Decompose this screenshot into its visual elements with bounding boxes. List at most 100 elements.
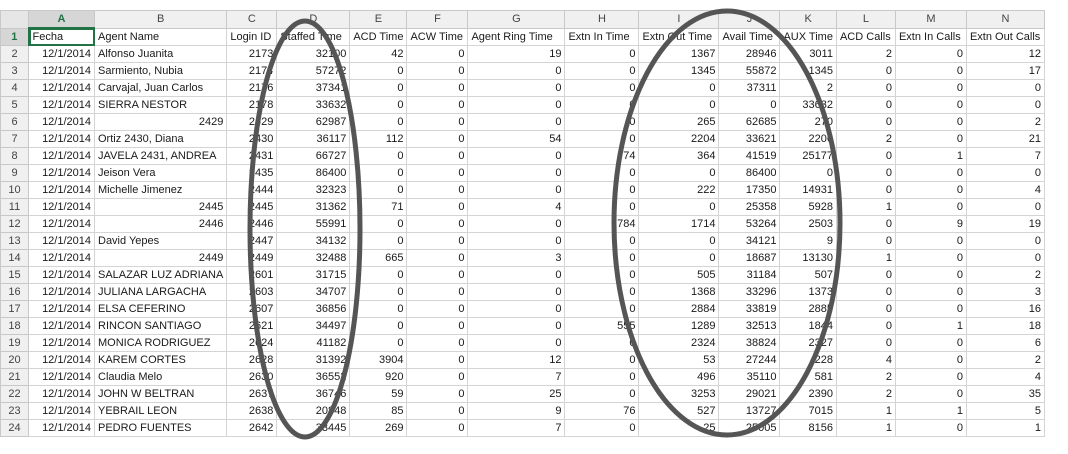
data-cell[interactable]: 0 <box>564 249 640 267</box>
data-cell[interactable]: 0 <box>564 62 640 80</box>
data-cell[interactable]: 2621 <box>226 317 278 335</box>
row-header[interactable]: 8 <box>0 147 29 165</box>
data-cell[interactable]: 12/1/2014 <box>28 45 95 63</box>
data-cell[interactable]: 12/1/2014 <box>28 334 95 352</box>
data-cell[interactable]: 66727 <box>276 147 351 165</box>
data-cell[interactable]: 0 <box>638 79 720 97</box>
data-cell[interactable]: 2445 <box>93 198 228 216</box>
header-cell[interactable]: Agent Name <box>93 27 228 46</box>
data-cell[interactable]: 0 <box>894 385 967 403</box>
data-cell[interactable]: 0 <box>835 232 896 250</box>
column-header-k[interactable]: K <box>779 10 837 29</box>
data-cell[interactable]: 7 <box>965 147 1045 165</box>
data-cell[interactable]: 0 <box>406 215 469 233</box>
data-cell[interactable]: 0 <box>467 181 566 199</box>
data-cell[interactable]: 12/1/2014 <box>28 215 95 233</box>
column-header-n[interactable]: N <box>965 10 1045 29</box>
data-cell[interactable]: 34497 <box>276 317 351 335</box>
data-cell[interactable]: 2630 <box>226 368 278 386</box>
data-cell[interactable]: 53264 <box>718 215 781 233</box>
data-cell[interactable]: 12/1/2014 <box>28 198 95 216</box>
row-header[interactable]: 24 <box>0 419 29 437</box>
header-cell[interactable]: Extn Out Calls <box>965 27 1045 46</box>
header-cell[interactable]: ACW Time <box>406 27 469 46</box>
data-cell[interactable]: 0 <box>349 334 408 352</box>
data-cell[interactable]: 0 <box>564 368 640 386</box>
data-cell[interactable]: JAVELA 2431, ANDREA <box>93 147 228 165</box>
data-cell[interactable]: 6 <box>965 334 1045 352</box>
data-cell[interactable]: 0 <box>349 300 408 318</box>
data-cell[interactable]: 0 <box>564 113 640 131</box>
data-cell[interactable]: 4 <box>835 351 896 369</box>
data-cell[interactable]: 0 <box>835 113 896 131</box>
data-cell[interactable]: 2444 <box>226 181 278 199</box>
data-cell[interactable]: 2 <box>835 130 896 148</box>
data-cell[interactable]: 12/1/2014 <box>28 402 95 420</box>
data-cell[interactable]: Michelle Jimenez <box>93 181 228 199</box>
data-cell[interactable]: 0 <box>467 79 566 97</box>
data-cell[interactable]: 3253 <box>638 385 720 403</box>
data-cell[interactable]: 62987 <box>276 113 351 131</box>
data-cell[interactable]: 0 <box>406 300 469 318</box>
data-cell[interactable]: 42 <box>349 45 408 63</box>
data-cell[interactable]: 1 <box>835 419 896 437</box>
data-cell[interactable]: 0 <box>467 300 566 318</box>
data-cell[interactable]: 35 <box>965 385 1045 403</box>
data-cell[interactable]: 0 <box>406 147 469 165</box>
data-cell[interactable]: 57272 <box>276 62 351 80</box>
data-cell[interactable]: 0 <box>467 96 566 114</box>
data-cell[interactable]: 2603 <box>226 283 278 301</box>
data-cell[interactable]: 0 <box>406 249 469 267</box>
column-header-e[interactable]: E <box>349 10 408 29</box>
data-cell[interactable]: 0 <box>564 130 640 148</box>
data-cell[interactable]: 0 <box>564 198 640 216</box>
data-cell[interactable]: 270 <box>779 113 837 131</box>
row-header[interactable]: 21 <box>0 368 29 386</box>
data-cell[interactable]: JULIANA LARGACHA <box>93 283 228 301</box>
data-cell[interactable]: 2446 <box>93 215 228 233</box>
data-cell[interactable]: 0 <box>835 147 896 165</box>
data-cell[interactable]: 0 <box>894 96 967 114</box>
data-cell[interactable]: 18687 <box>718 249 781 267</box>
row-header[interactable]: 3 <box>0 62 29 80</box>
data-cell[interactable]: 59 <box>349 385 408 403</box>
data-cell[interactable]: 25177 <box>779 147 837 165</box>
data-cell[interactable]: 2885 <box>779 300 837 318</box>
data-cell[interactable]: 2503 <box>779 215 837 233</box>
header-cell[interactable]: ACD Calls <box>835 27 896 46</box>
data-cell[interactable]: 1844 <box>779 317 837 335</box>
data-cell[interactable]: SIERRA NESTOR <box>93 96 228 114</box>
data-cell[interactable]: 5928 <box>779 198 837 216</box>
data-cell[interactable]: 1368 <box>638 283 720 301</box>
data-cell[interactable]: 920 <box>349 368 408 386</box>
data-cell[interactable]: 0 <box>638 198 720 216</box>
row-header[interactable]: 13 <box>0 232 29 250</box>
data-cell[interactable]: 0 <box>467 113 566 131</box>
data-cell[interactable]: Claudia Melo <box>93 368 228 386</box>
data-cell[interactable]: 36552 <box>276 368 351 386</box>
data-cell[interactable]: 0 <box>894 130 967 148</box>
data-cell[interactable]: 784 <box>564 215 640 233</box>
data-cell[interactable]: 0 <box>406 266 469 284</box>
column-header-m[interactable]: M <box>894 10 967 29</box>
row-header[interactable]: 6 <box>0 113 29 131</box>
data-cell[interactable]: 0 <box>894 300 967 318</box>
data-cell[interactable]: 0 <box>349 96 408 114</box>
data-cell[interactable]: 37341 <box>276 79 351 97</box>
data-cell[interactable]: 37311 <box>718 79 781 97</box>
data-cell[interactable]: 13727 <box>718 402 781 420</box>
data-cell[interactable]: 2 <box>835 45 896 63</box>
data-cell[interactable]: 0 <box>835 164 896 182</box>
data-cell[interactable]: 33632 <box>779 96 837 114</box>
data-cell[interactable]: 0 <box>894 45 967 63</box>
column-header-h[interactable]: H <box>564 10 640 29</box>
data-cell[interactable]: 32488 <box>276 249 351 267</box>
column-header-b[interactable]: B <box>93 10 228 29</box>
data-cell[interactable]: 3011 <box>779 45 837 63</box>
data-cell[interactable]: 507 <box>779 266 837 284</box>
data-cell[interactable]: 0 <box>349 266 408 284</box>
data-cell[interactable]: 86400 <box>276 164 351 182</box>
row-header[interactable]: 9 <box>0 164 29 182</box>
data-cell[interactable]: 17350 <box>718 181 781 199</box>
